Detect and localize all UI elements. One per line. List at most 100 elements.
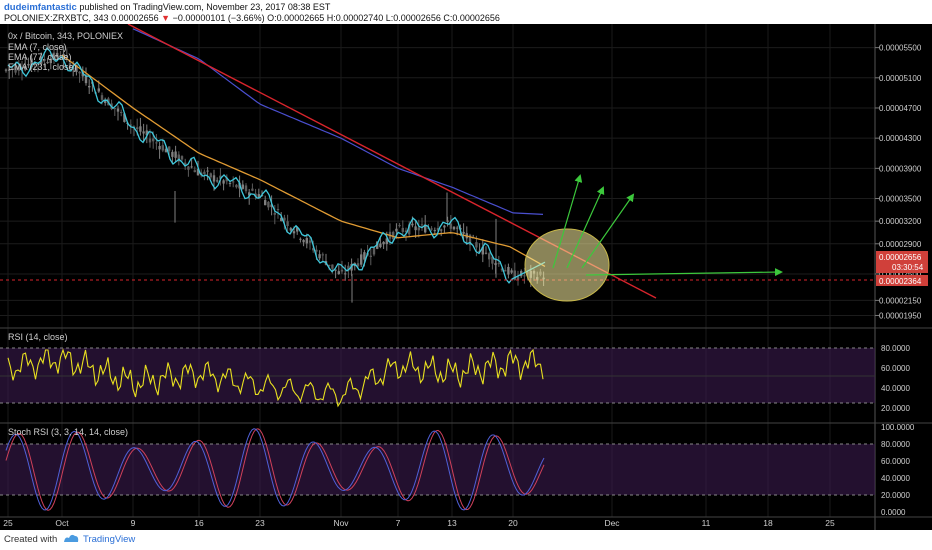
ema-77-line [61,54,546,267]
candle-body [123,113,126,122]
time-tick-label: 25 [825,518,835,528]
price-axis[interactable]: 0.00005500 0.00005100 0.00004700 0.00004300… [875,44,922,321]
rsi-legend: RSI (14, close) [8,332,68,342]
candle-body [65,55,68,57]
candle-body [212,175,216,182]
rsi-pane[interactable]: RSI (14, close) 80.0000 60.0000 40.0000 20.… [0,332,910,413]
candle-body [184,162,187,166]
time-tick-label: Oct [55,518,69,528]
candle-body [264,200,267,206]
candle-body [382,241,385,245]
stoch-tick-label: 100.0000 [881,423,915,432]
candle-body [484,252,488,254]
candle-body [219,175,222,179]
candle-body [344,273,347,275]
time-tick-label: Dec [604,518,620,528]
candle-body [497,263,500,265]
candle-body [433,230,436,232]
tradingview-brand[interactable]: TradingView [83,534,136,545]
candle-body [68,62,72,69]
candle-body [43,58,46,62]
highlight-circle[interactable] [524,228,610,302]
time-tick-label: 16 [194,518,204,528]
chart-area[interactable]: 0x / Bitcoin, 343, POLONIEX EMA (7, clos… [0,23,932,530]
candle-body [404,230,408,233]
author-link[interactable]: dudeimfantastic [4,2,77,13]
candle-body [206,170,209,172]
candle-body [516,276,520,280]
arrow-up-1 [552,174,583,269]
candle-body [340,269,344,272]
candle-body [4,69,8,71]
stoch-tick-label: 0.0000 [881,508,906,517]
candle-body [481,246,484,255]
chart-header: dudeimfantastic published on TradingView… [0,0,932,24]
candle-body [315,249,318,252]
candle-body [187,166,190,170]
rsi-tick-label: 60.0000 [881,364,910,373]
candle-body [161,145,164,151]
stoch-tick-label: 20.0000 [881,491,910,500]
candle-body [436,227,440,231]
price-tick-label: 0.00002500 [879,270,922,279]
candle-body [305,238,308,244]
candle-body [424,224,427,233]
time-tick-label: 7 [396,518,401,528]
candle-body [289,228,292,231]
candle-body [235,184,238,188]
candle-body [113,108,116,110]
candle-body [84,76,88,84]
candle-body [27,64,30,66]
last-price: 0.00002656 [111,13,159,23]
candle-body [321,254,324,256]
candle-body [312,248,315,251]
candle-body [273,213,276,215]
candle-body [164,148,168,153]
candle-body [222,180,225,184]
candle-body [30,58,33,68]
candle-body [232,181,235,183]
symbol-info: POLONIEX:ZRXBTC, 343 [4,13,109,23]
candle-body [504,270,507,272]
candle-body [276,209,280,211]
price-tick-label: 0.00003200 [879,217,922,226]
candle-body [446,220,449,222]
stoch-d-line [5,428,545,511]
ema-231-line [132,28,544,215]
stoch-rsi-pane[interactable]: Stoch RSI (3, 3, 14, 14, close) 100.0000… [0,423,915,517]
candle-body [158,146,161,150]
candle-body [193,170,196,173]
candle-body [347,265,350,271]
candle-body [308,240,312,243]
rsi-line [7,348,544,408]
candle-body [500,268,504,271]
candle-body [331,264,334,269]
candle-body [100,95,104,100]
candle-body [17,65,20,71]
price-change: −0.00000101 (−3.66%) [172,13,265,23]
candle-body [177,154,180,162]
price-tick-label: 0.00002900 [879,240,922,249]
tradingview-logo-icon[interactable] [62,533,80,548]
published-text: published on TradingView.com, November 2… [79,2,331,12]
candle-body [248,192,251,196]
candle-body [286,221,289,227]
candle-body [129,124,132,126]
candle-body [379,243,382,248]
price-pane[interactable] [0,24,875,328]
last-price-badge-value: 0.00002656 [879,253,922,262]
stoch-k-line [5,428,545,511]
candle-body [8,69,11,71]
candle-body [97,88,100,92]
candle-body [513,270,516,280]
candle-body [395,228,398,232]
price-grid [0,24,875,517]
price-tick-label: 0.00005500 [879,44,922,53]
time-axis[interactable]: 25 Oct 9 16 23 Nov 7 13 20 Dec 11 18 25 [3,518,835,528]
price-tick-label: 0.00003900 [879,164,922,173]
price-tick-label: 0.00003500 [879,195,922,204]
price-tick-label: 0.00001950 [879,311,922,320]
candle-body [46,62,49,64]
chart-svg[interactable]: 0x / Bitcoin, 343, POLONIEX EMA (7, clos… [0,23,932,530]
candle-body [398,225,401,227]
